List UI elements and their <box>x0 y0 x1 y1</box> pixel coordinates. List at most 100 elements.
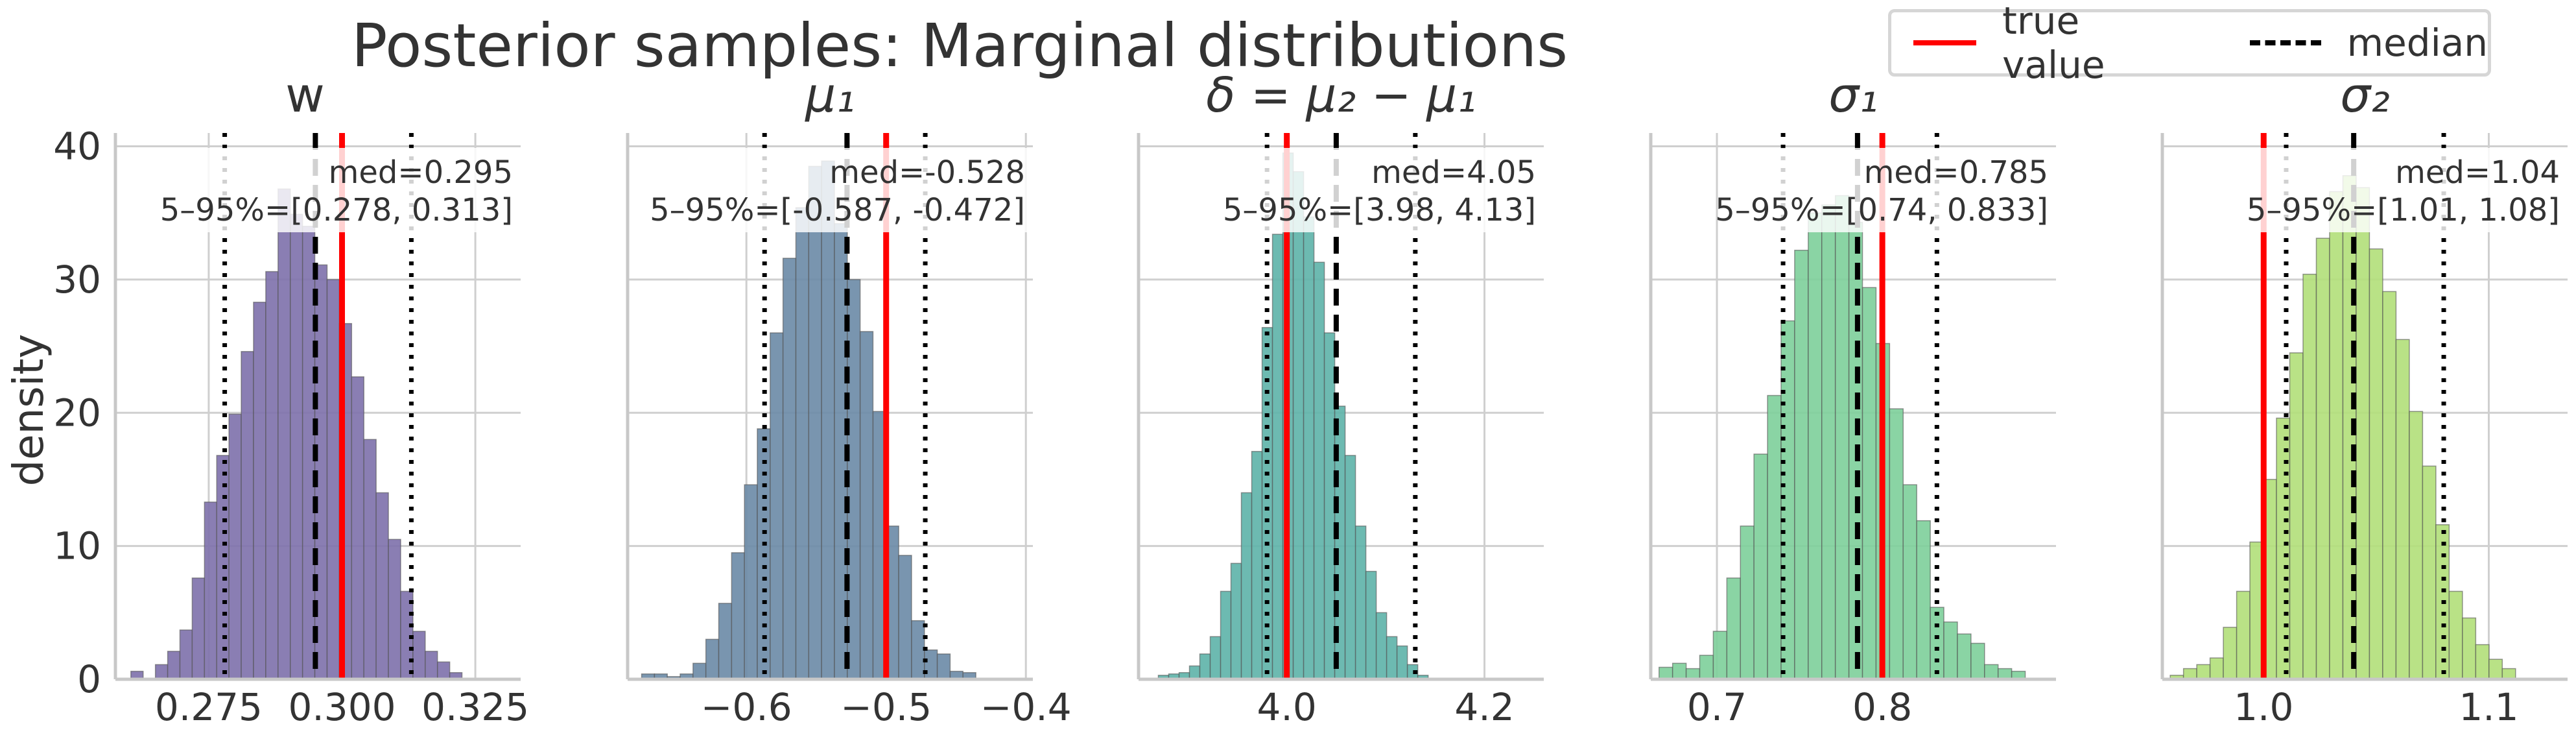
x-tick-label: 0.7 <box>1687 685 1747 729</box>
histogram-bar <box>744 484 758 680</box>
histogram-bar <box>1365 570 1377 680</box>
histogram-bar <box>1902 484 1917 680</box>
histogram-bar <box>1230 562 1242 680</box>
legend-entry-median: median <box>2249 21 2488 65</box>
annotation-box <box>2247 148 2576 232</box>
annotation-interval: 5–95%=[-0.587, -0.472] <box>650 192 1025 228</box>
histogram-bar <box>1767 394 1782 680</box>
histogram-bar <box>412 631 426 680</box>
x-tick-label: 0.325 <box>421 685 529 729</box>
histogram-bar <box>795 207 810 680</box>
panel-title: w <box>285 67 325 123</box>
histogram-bar <box>278 188 291 680</box>
panel-title: σ₁ <box>1828 67 1878 123</box>
legend-swatch-median <box>2249 40 2321 45</box>
histogram-bar <box>808 165 822 680</box>
legend-label-true-value: true value <box>2002 0 2105 87</box>
histogram-bar <box>425 651 438 680</box>
histogram-bar <box>1659 666 1673 680</box>
histogram-bar <box>1313 261 1325 680</box>
annotation-box <box>1735 148 2072 232</box>
histogram-bar <box>1323 332 1336 680</box>
histogram-bar <box>1943 621 1958 680</box>
annotation-median: med=1.04 <box>2395 154 2560 191</box>
annotation-interval: 5–95%=[0.278, 0.313] <box>160 192 513 228</box>
histogram-bar <box>1354 526 1367 680</box>
x-tick-label: 0.8 <box>1852 685 1912 729</box>
x-tick-label: 4.2 <box>1454 685 1514 729</box>
histogram-bar <box>1220 590 1232 680</box>
y-tick-label: 20 <box>53 391 101 435</box>
histogram-bar <box>388 538 401 680</box>
histogram-bar <box>898 555 912 680</box>
histogram-bar <box>770 332 784 680</box>
y-axis-label: density <box>5 334 53 487</box>
panel-title: σ₂ <box>2340 67 2390 123</box>
histogram-bar <box>1984 664 1999 680</box>
histogram-bar <box>1794 249 1809 680</box>
y-tick-label: 10 <box>53 524 101 568</box>
histogram-bar <box>1957 633 1972 680</box>
histogram-bar <box>2448 590 2463 680</box>
histogram-bar <box>1375 612 1388 680</box>
histogram-bar <box>1386 636 1398 680</box>
x-tick-label: −0.4 <box>980 685 1072 729</box>
histogram-bar <box>1251 451 1263 680</box>
histogram-bar <box>1344 455 1356 680</box>
x-tick-label: 1.0 <box>2234 685 2293 729</box>
x-tick-label: 0.300 <box>288 685 396 729</box>
y-tick-label: 40 <box>53 125 101 169</box>
x-tick-label: 0.275 <box>155 685 263 729</box>
histogram-bar <box>179 629 193 680</box>
histogram-bar <box>2356 187 2370 680</box>
histogram-bar <box>1209 636 1222 680</box>
annotation-box <box>200 148 537 232</box>
histogram-bar <box>731 552 745 680</box>
histogram-bar <box>1930 607 1944 680</box>
histogram-bar <box>718 603 733 680</box>
histogram-bar <box>1861 287 1877 680</box>
x-tick-label: 4.0 <box>1257 685 1317 729</box>
histogram-bar <box>2409 411 2424 680</box>
annotation-interval: 5–95%=[3.98, 4.13] <box>1223 192 1536 228</box>
histogram-bar <box>2223 627 2238 680</box>
histogram-bar <box>911 620 925 680</box>
histogram-bar <box>821 160 835 680</box>
y-tick-label: 0 <box>77 657 101 701</box>
histogram-bar <box>2488 658 2503 680</box>
histogram-bar <box>1916 520 1931 680</box>
histogram-bar <box>363 439 377 680</box>
histogram-bar <box>1240 492 1253 680</box>
histogram-bar <box>692 662 707 680</box>
histogram-bar <box>375 492 389 680</box>
x-tick-label: 1.1 <box>2459 685 2518 729</box>
histogram-bar <box>2302 273 2317 680</box>
legend-label-median: median <box>2346 21 2488 65</box>
histogram-bar <box>1970 642 1985 680</box>
annotation-interval: 5–95%=[0.74, 0.833] <box>1715 192 2048 228</box>
histogram-bar <box>924 649 938 680</box>
annotation-median: med=-0.528 <box>829 154 1025 191</box>
histogram-bar <box>2289 352 2304 680</box>
histogram-bar <box>1396 645 1408 680</box>
annotation-box <box>712 148 1049 232</box>
y-tick-label: 30 <box>53 258 101 302</box>
histogram-bar <box>2369 248 2383 680</box>
panel-title: μ₁ <box>805 67 855 123</box>
histogram-bar <box>326 279 340 680</box>
annotation-median: med=0.295 <box>329 154 513 191</box>
histogram-bar <box>265 271 279 680</box>
histogram-bar <box>2329 191 2344 680</box>
histogram-bar <box>241 351 254 680</box>
legend-entry-true-value: true value <box>1913 0 2172 87</box>
histogram-bar <box>2196 664 2211 680</box>
histogram-bar <box>2276 417 2291 680</box>
histogram-bar <box>351 376 364 680</box>
histogram-bar <box>2382 291 2397 680</box>
histogram-bar <box>154 664 169 680</box>
panel-sigma2: med=1.045–95%=[1.01, 1.08] 1.0 1.1 σ₂ <box>2160 67 2576 729</box>
